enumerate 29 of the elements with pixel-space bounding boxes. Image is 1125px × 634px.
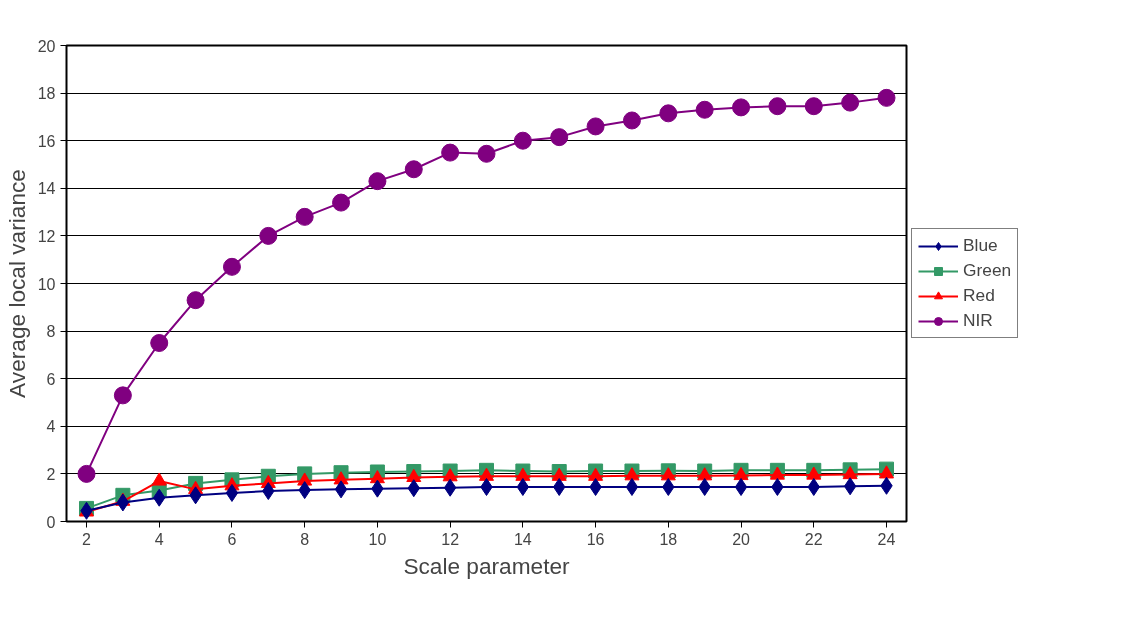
y-tick-label: 4: [46, 418, 56, 436]
x-tick-label: 4: [154, 530, 164, 548]
x-tick-label: 22: [804, 530, 823, 548]
x-tick-label: 16: [586, 530, 605, 548]
y-tick-label: 16: [37, 132, 56, 150]
x-tick-label: 24: [877, 530, 896, 548]
y-tick-label: 6: [46, 370, 56, 388]
legend-label: Blue: [963, 235, 998, 256]
x-tick-label: 12: [441, 530, 460, 548]
legend-label: NIR: [963, 310, 993, 331]
legend-label: Green: [963, 260, 1012, 281]
y-tick-label: 18: [37, 85, 56, 103]
x-tick-label: 20: [732, 530, 751, 548]
y-tick-label: 2: [46, 465, 56, 483]
legend-label: Red: [963, 285, 995, 306]
y-tick-label: 20: [37, 37, 56, 55]
y-tick-label: 12: [37, 227, 56, 245]
x-tick-label: 8: [300, 530, 310, 548]
y-axis-title: Average local variance: [3, 169, 30, 398]
y-tick-label: 8: [46, 323, 56, 341]
y-tick-label: 14: [37, 180, 56, 198]
x-axis-title: Scale parameter: [403, 552, 571, 579]
x-tick-label: 6: [227, 530, 237, 548]
x-tick-label: 14: [513, 530, 532, 548]
y-tick-label: 0: [46, 513, 56, 531]
x-tick-label: 2: [82, 530, 92, 548]
x-tick-label: 18: [659, 530, 678, 548]
y-tick-label: 10: [37, 275, 56, 293]
x-tick-label: 10: [368, 530, 387, 548]
